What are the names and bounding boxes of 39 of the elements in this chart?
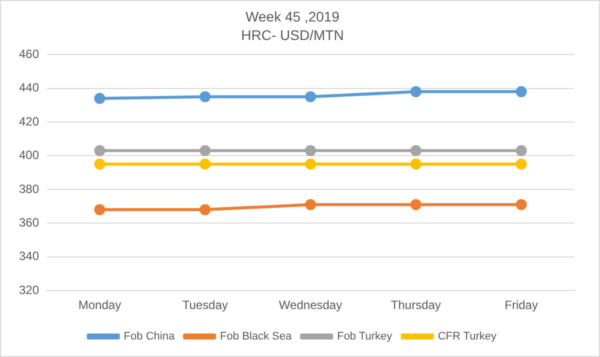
point	[305, 145, 316, 156]
legend-label: Fob China	[124, 330, 176, 343]
x-tick-label: Wednesday	[278, 298, 342, 312]
point	[516, 158, 527, 170]
point	[94, 92, 106, 104]
x-tick-label: Monday	[78, 298, 122, 312]
point	[200, 158, 211, 170]
point	[410, 199, 422, 210]
chart-subtitle: HRC- USD/MTN	[241, 27, 344, 44]
point	[305, 199, 316, 210]
y-tick-label: 340	[18, 249, 40, 264]
y-tick-label: 320	[18, 282, 40, 297]
point	[305, 91, 316, 102]
point	[410, 158, 422, 170]
y-tick-label: 400	[18, 148, 40, 162]
point	[410, 86, 422, 98]
x-tick-label: Tuesday	[182, 298, 228, 312]
point	[516, 199, 527, 210]
point	[410, 145, 422, 156]
point	[200, 204, 211, 216]
legend-label: Fob Black Sea	[220, 330, 292, 343]
y-tick-label: 380	[18, 182, 40, 196]
point	[94, 204, 106, 216]
x-tick-label: Friday	[504, 298, 538, 312]
point	[200, 91, 211, 102]
y-tick-label: 420	[18, 114, 40, 128]
chart-title: Week 45 ,2019	[246, 8, 340, 24]
legend-label: Fob Turkey	[337, 330, 393, 343]
y-tick-label: 360	[18, 215, 40, 230]
y-tick-label: 440	[18, 80, 40, 95]
y-tick-label: 460	[18, 46, 40, 61]
legend-label: CFR Turkey	[438, 330, 497, 343]
point	[200, 145, 211, 156]
point	[516, 145, 527, 156]
point	[305, 158, 316, 170]
point	[94, 158, 106, 170]
point	[94, 145, 106, 156]
point	[516, 86, 527, 98]
x-tick-label: Thursday	[390, 298, 441, 312]
